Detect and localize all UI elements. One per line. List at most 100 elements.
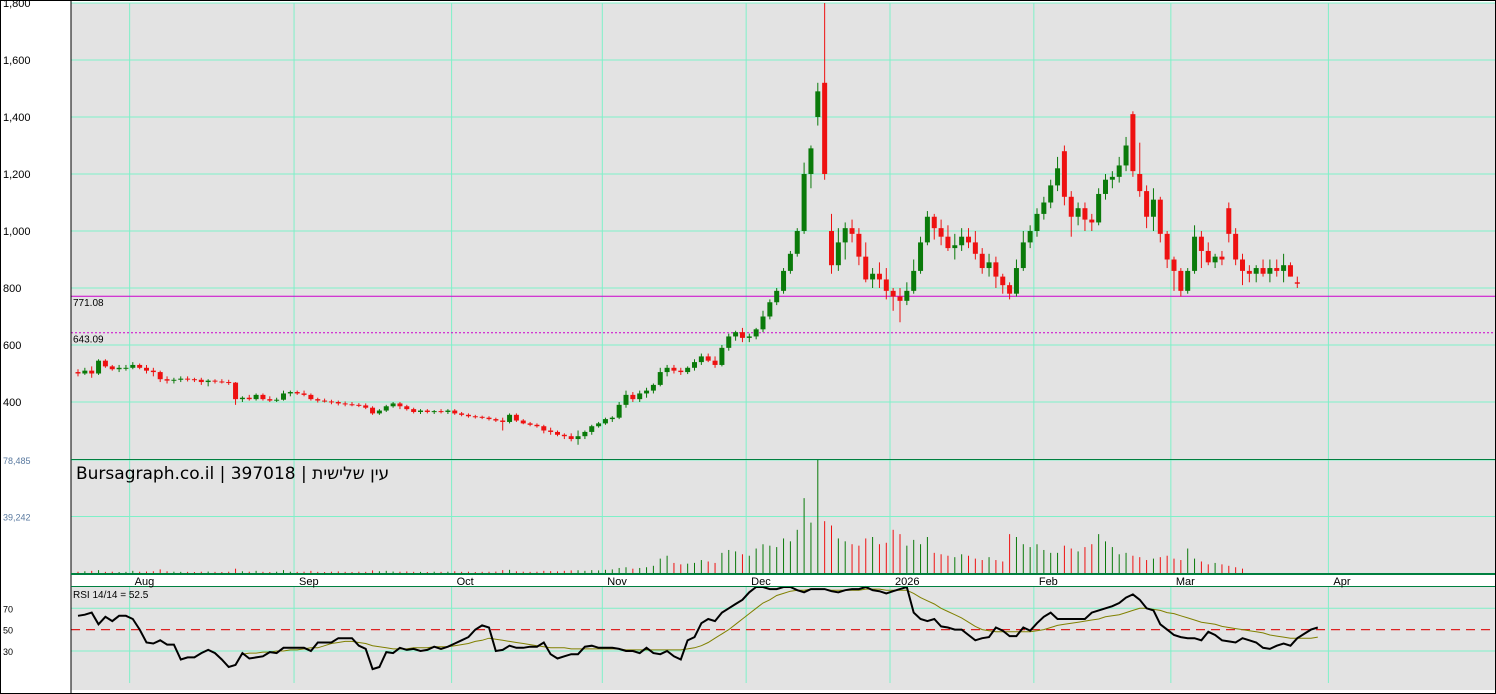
candle-body [1048, 185, 1054, 203]
candle-body [534, 424, 540, 427]
candle-body [376, 410, 382, 414]
candle-body [1185, 270, 1191, 291]
candle-body [137, 364, 143, 368]
candle-body [1246, 270, 1252, 274]
candle-body [1226, 208, 1232, 234]
candle-body [82, 370, 88, 374]
candle-body [424, 410, 430, 412]
candle-body [260, 394, 266, 400]
candle-body [274, 399, 280, 401]
candle-body [1055, 168, 1061, 186]
candle-body [1000, 276, 1006, 286]
level-label: 771.08 [73, 298, 104, 309]
candle-body [1233, 233, 1239, 260]
candle-body [692, 362, 697, 368]
candle-body [465, 414, 471, 417]
candle-body [1198, 236, 1204, 251]
candle-body [746, 336, 752, 338]
candle-body [1171, 259, 1177, 271]
candle-body [281, 393, 286, 400]
candle-body [342, 403, 348, 405]
candle-body [452, 410, 458, 414]
candle-body [493, 419, 499, 421]
candle-body [966, 236, 971, 243]
candle-body [1274, 268, 1280, 271]
candle-body [96, 360, 102, 374]
candle-body [1219, 256, 1225, 260]
candle-body [630, 394, 636, 400]
candle-body [644, 390, 650, 394]
candle-body [116, 367, 122, 370]
candle-body [842, 228, 848, 243]
candle-body [1267, 268, 1273, 274]
price-tick-label: 1,000 [3, 226, 31, 238]
candle-body [815, 91, 821, 117]
candle-body [219, 381, 225, 383]
candle-body [1287, 265, 1293, 277]
candle-body [931, 216, 937, 229]
candle-body [1281, 265, 1287, 271]
candle-body [822, 82, 828, 174]
candle-body [1157, 199, 1163, 234]
candlesticks [75, 3, 1300, 445]
candle-body [1109, 176, 1115, 180]
price-tick-label: 600 [3, 340, 21, 352]
candle-body [335, 402, 341, 404]
candle-body [233, 382, 239, 400]
candle-body [774, 290, 780, 303]
candle-body [198, 379, 204, 383]
candle-body [733, 332, 739, 337]
time-tick-label: Nov [607, 576, 627, 588]
candle-body [1150, 199, 1156, 217]
candle-body [205, 380, 211, 383]
candle-body [596, 423, 602, 427]
candle-body [678, 370, 684, 373]
candle-body [863, 256, 869, 280]
candle-body [1240, 259, 1245, 271]
candle-body [637, 393, 643, 400]
candle-body [171, 379, 177, 381]
candle-body [486, 417, 492, 420]
candle-body [308, 394, 314, 400]
price-tick-label: 400 [3, 397, 21, 409]
candle-body [212, 380, 218, 382]
candle-body [959, 236, 965, 246]
candle-body [808, 148, 814, 174]
volume-bars [77, 460, 1243, 573]
rsi-line [77, 585, 1319, 671]
watermark: Bursagraph.co.il | 397018 | עין שלישית [76, 464, 389, 484]
candle-body [602, 419, 608, 424]
candle-body [109, 366, 115, 370]
candle-body [349, 404, 355, 406]
candle-body [1068, 196, 1074, 217]
candle-body [123, 367, 129, 369]
candle-body [1253, 268, 1259, 274]
candle-body [1075, 208, 1081, 217]
candle-body [794, 231, 800, 254]
candle-body [315, 399, 321, 401]
candle-body [1096, 193, 1102, 223]
candle-body [555, 431, 560, 435]
candle-body [507, 414, 513, 422]
candle-body [1294, 282, 1300, 284]
candle-body [404, 406, 410, 410]
candle-body [397, 403, 403, 407]
candle-body [287, 392, 293, 394]
rsi-title: RSI 14/14 = 52.5 [73, 590, 149, 601]
candle-body [582, 431, 588, 437]
candle-body [972, 242, 978, 254]
candle-body [1007, 285, 1013, 294]
candle-body [520, 420, 526, 424]
candle-body [1103, 179, 1108, 194]
candle-body [130, 364, 136, 368]
candle-body [370, 407, 376, 414]
candle-body [102, 360, 108, 367]
candle-body [993, 262, 999, 277]
candle-body [1260, 268, 1266, 274]
candle-body [739, 332, 745, 338]
candle-body [178, 378, 184, 380]
candle-body [438, 411, 444, 413]
candle-body [589, 426, 595, 432]
candle-body [979, 253, 985, 269]
